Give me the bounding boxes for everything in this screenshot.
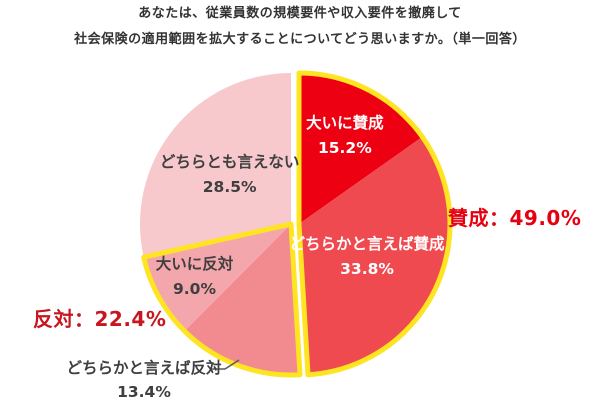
slice-name: どちらかと言えば賛成 [289,234,445,253]
slice-label-5: どちらとも言えない 28.5% [160,150,300,200]
pie-slice-5 [140,73,291,258]
slice-name: 大いに賛成 [306,113,384,132]
chart-title-line2: 社会保険の適用範囲を拡大することについてどう思いますか。（単一回答） [74,32,526,47]
slice-label-2: どちらかと言えば賛成 33.8% [290,232,445,282]
slice-percent: 13.4% [117,383,171,401]
group-label-hantai: 反対：22.4% [33,307,167,331]
group-label-sansei: 賛成：49.0% [448,206,582,230]
pie-slice-1 [299,73,423,224]
chart-title: あなたは、従業員数の規模要件や収入要件を撤廃して 社会保険の適用範囲を拡大するこ… [0,1,600,53]
slice-label-1: 大いに賛成 15.2% [306,111,384,161]
slice-percent: 15.2% [317,138,372,157]
chart-title-line1: あなたは、従業員数の規模要件や収入要件を撤廃して [138,6,462,21]
slice-percent: 9.0% [172,280,216,299]
slice-name: どちらとも言えない [159,152,300,171]
slice-name: どちらかと言えば反対 [66,359,222,377]
slice-label-4: 大いに反対 9.0% [156,252,234,302]
slice-label-3: どちらかと言えば反対 13.4% [66,356,221,404]
slice-percent: 28.5% [202,177,257,196]
slice-percent: 33.8% [340,259,394,278]
pie-slice-3 [184,224,301,375]
pie-slice-2 [299,136,450,375]
group-outline-1 [296,70,453,378]
slice-name: 大いに反対 [155,255,234,274]
group-outline-2 [141,221,303,378]
leader-line [211,359,240,370]
